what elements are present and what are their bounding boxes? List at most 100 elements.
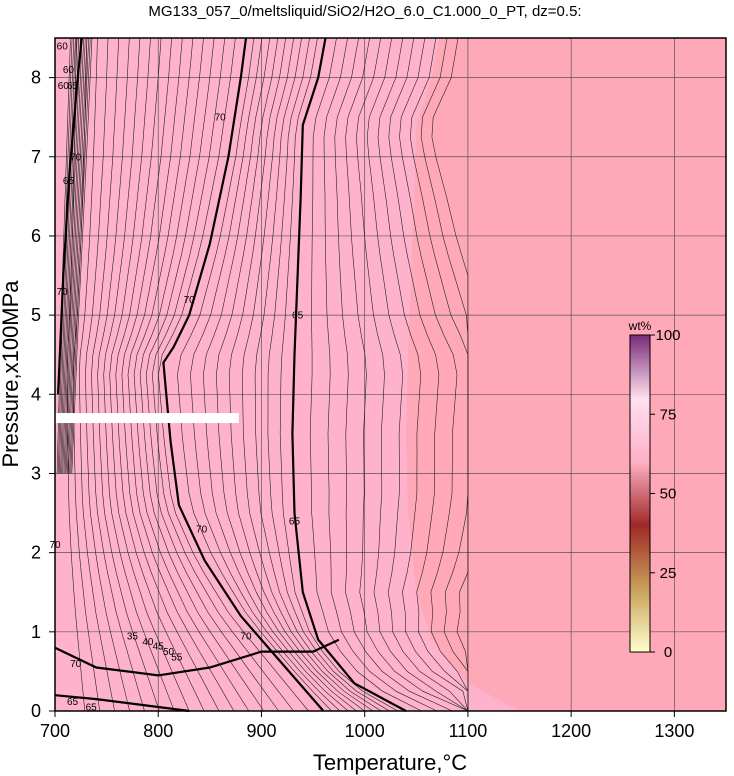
y-tick-label: 2 [31, 543, 41, 563]
contour-label: 70 [240, 631, 252, 642]
contour-line [68, 37, 88, 474]
x-tick-label: 1100 [449, 721, 488, 741]
labeled-contour-65 [291, 37, 407, 712]
labeled-contour-70 [162, 37, 325, 712]
colorbar-tick-label: 0 [664, 644, 672, 661]
contour-line [202, 37, 349, 712]
contour-line [345, 37, 469, 712]
contour-line [60, 37, 76, 474]
contour-label: 40 [142, 637, 154, 648]
colorbar-ticks: 0 25 50 75 100 [650, 327, 681, 661]
plot-frame [54, 37, 727, 712]
contour-line [388, 37, 469, 711]
contour-label: 65 [63, 176, 75, 187]
contour-line [103, 37, 175, 712]
contour-line [177, 37, 332, 712]
contour-line [63, 37, 81, 474]
contour-line [377, 37, 469, 712]
contour-line [121, 37, 220, 712]
contour-line [85, 37, 130, 712]
contour-line [78, 37, 115, 712]
y-tick-label: 6 [31, 226, 41, 246]
x-tick-label: 800 [143, 721, 173, 741]
contour-line [279, 37, 398, 712]
contour-line [145, 37, 279, 712]
y-tick-label: 1 [31, 622, 41, 642]
contour-label: 65 [67, 697, 79, 708]
contour-line [431, 37, 469, 711]
y-tick-label: 4 [31, 384, 41, 404]
contour-line [215, 37, 357, 712]
colorbar-tick-label: 25 [660, 565, 677, 582]
colorbar-tick-label: 100 [655, 327, 680, 344]
y-tick-label: 3 [31, 463, 41, 483]
contour-line [356, 37, 469, 712]
chart-title: MG133_057_0/meltsliquid/SiO2/H2O_6.0_C1.… [148, 3, 581, 20]
colorbar: wt% 0 25 50 75 100 [628, 319, 681, 661]
contour-line [151, 37, 294, 712]
contour-line [139, 37, 265, 712]
contour-line [366, 37, 469, 712]
y-tick-label: 7 [31, 147, 41, 167]
colorbar-unit: wt% [628, 319, 652, 333]
contour-line [158, 37, 309, 712]
x-axis: 700 800 900 1000 1100 1200 1300 [40, 711, 694, 741]
contour-line [190, 37, 341, 712]
contour-label: 35 [127, 631, 139, 642]
contour-label: 65 [67, 81, 79, 92]
contour-line [61, 37, 78, 474]
labeled-contour-60 [57, 37, 83, 395]
subsolidus-region [55, 38, 520, 711]
contour-line [241, 37, 374, 712]
contour-line [65, 37, 84, 474]
x-tick-label: 900 [246, 721, 276, 741]
y-tick-label: 8 [31, 68, 41, 88]
contour-label: 70 [196, 524, 208, 535]
contour-line [309, 37, 422, 712]
contour-label: 65 [289, 516, 301, 527]
contour-label: 65 [86, 703, 98, 714]
contour-line [69, 37, 89, 474]
contour-line [64, 37, 83, 474]
contour-label: 60 [57, 41, 69, 52]
labeled-contours [54, 37, 407, 713]
y-tick-label: 5 [31, 305, 41, 325]
contour-label: 70 [215, 113, 227, 124]
colorbar-gradient [629, 334, 651, 653]
labeled-contour-70 [54, 638, 340, 677]
contour-label: 55 [171, 653, 183, 664]
contour-label: 45 [153, 642, 165, 653]
contour-line [67, 37, 86, 474]
contour-line [72, 37, 100, 712]
contour-label: 70 [57, 287, 69, 298]
contour-line [127, 37, 235, 712]
contour-line [323, 37, 438, 712]
y-axis-title: Pressure,x100MPa [0, 280, 23, 468]
contour-line [71, 37, 93, 474]
contour-line [97, 37, 160, 712]
contour-line [70, 37, 91, 474]
y-axis: 0 1 2 3 4 5 6 7 8 [31, 68, 55, 721]
x-tick-label: 1200 [551, 721, 591, 741]
contour-line [133, 37, 250, 712]
contour-line [109, 37, 190, 712]
contour-label: 60 [63, 65, 75, 76]
contour-line [115, 37, 205, 712]
colorbar-tick-label: 50 [660, 486, 677, 503]
contour-label: 50 [163, 647, 175, 658]
colorbar-tick-label: 75 [660, 406, 677, 423]
y-tick-label: 0 [31, 701, 41, 721]
contour-label: 65 [292, 311, 304, 322]
contour-line [334, 37, 453, 712]
contour-label: 70 [70, 152, 82, 163]
x-tick-label: 1000 [345, 721, 385, 741]
contour-label: 60 [58, 81, 70, 92]
contour-label: 70 [70, 659, 82, 670]
highlight-band [55, 413, 239, 424]
contour-line [267, 37, 390, 712]
contour-line [399, 37, 469, 711]
x-axis-title: Temperature,°C [313, 750, 467, 775]
x-tick-label: 700 [40, 721, 70, 741]
